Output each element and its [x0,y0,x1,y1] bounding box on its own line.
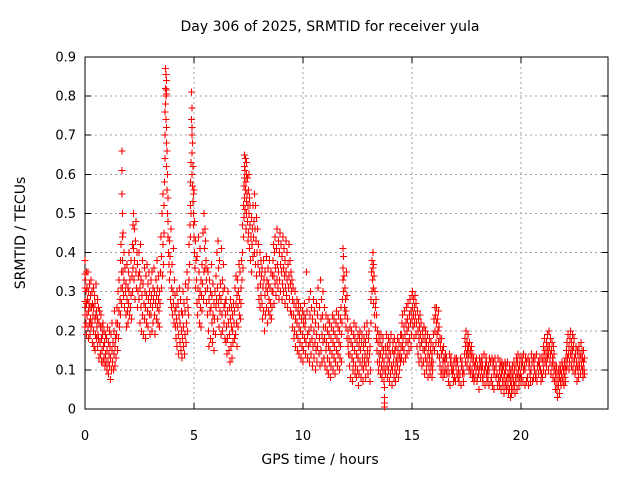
x-tick-label: 0 [81,429,89,444]
y-tick-label: 0.6 [55,168,76,183]
y-tick-label: 0.1 [55,363,76,378]
y-tick-label: 0.5 [55,207,76,222]
scatter-points [81,65,588,411]
y-axis-title: SRMTID / TECUs [13,176,29,290]
y-tick-label: 0.8 [55,90,76,105]
y-tick-label: 0.9 [55,51,76,66]
x-tick-label: 20 [513,429,530,444]
x-tick-label: 5 [190,429,198,444]
y-tick-label: 0 [68,403,76,418]
x-tick-label: 15 [404,429,421,444]
x-axis-title: GPS time / hours [261,452,379,468]
y-tick-label: 0.2 [55,324,76,339]
x-tick-label: 10 [295,429,312,444]
y-tick-label: 0.7 [55,129,76,144]
chart-title: Day 306 of 2025, SRMTID for receiver yul… [180,19,480,35]
y-tick-label: 0.4 [55,246,76,261]
y-tick-label: 0.3 [55,285,76,300]
plot-border [84,56,609,410]
